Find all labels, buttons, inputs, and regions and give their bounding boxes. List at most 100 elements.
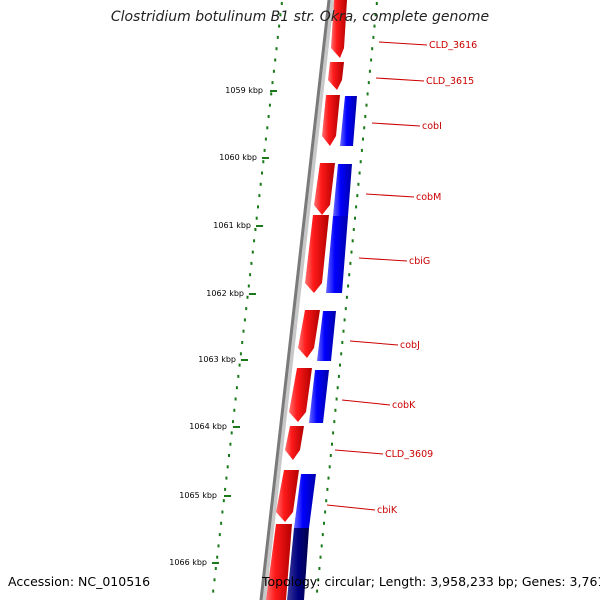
ring-dot (355, 205, 358, 209)
ruler-label-1060: 1060 kbp (219, 153, 257, 162)
ring-dot (222, 499, 225, 503)
ring-dot (274, 58, 277, 62)
ring-dot (340, 352, 343, 356)
ring-dot (247, 284, 250, 288)
gene-arrow-cobI[interactable] (322, 95, 340, 146)
ring-dot (326, 487, 329, 491)
leader-line (358, 257, 408, 262)
ring-dot (235, 386, 238, 390)
gene-label-cbiG[interactable]: cbiG (409, 256, 430, 267)
ring-dot (225, 476, 228, 480)
gene-arrow-CLD_3615[interactable] (328, 62, 344, 90)
gene-label-CLD_3609[interactable]: CLD_3609 (385, 449, 433, 460)
ring-dot (350, 250, 353, 254)
ring-dot (255, 216, 258, 220)
ring-dot (239, 352, 242, 356)
ruler-label-1065: 1065 kbp (179, 491, 217, 500)
gene-label-cbiK[interactable]: cbiK (377, 505, 398, 516)
ring-dot (275, 47, 278, 51)
ring-dot (356, 194, 359, 198)
ring-dot (371, 47, 374, 51)
cog-box-cobM[interactable] (333, 164, 352, 216)
leader-line (349, 340, 399, 346)
ring-dot (319, 555, 322, 559)
ring-dot (241, 341, 244, 344)
gene-label-cobK[interactable]: cobK (392, 400, 416, 411)
ring-dot (360, 148, 363, 152)
gene-label-cobI[interactable]: cobI (422, 121, 442, 132)
gene-label-CLD_3616[interactable]: CLD_3616 (429, 40, 477, 51)
ring-dot (352, 228, 355, 231)
ring-dot (258, 194, 261, 198)
ring-dot (345, 295, 348, 299)
gene-arrow-cbiK[interactable] (276, 470, 299, 522)
ring-dot (347, 284, 350, 288)
gene-arrow-cobK[interactable] (289, 368, 312, 422)
ring-dot (331, 442, 333, 446)
gene-arrow-next[interactable] (266, 524, 292, 600)
cog-box-cobJ[interactable] (317, 311, 336, 361)
ring-dot (362, 137, 364, 141)
ring-dot (245, 307, 248, 311)
ring-dot (328, 465, 331, 469)
gene-arrow-CLD_3616[interactable] (331, 0, 347, 58)
ring-dot (329, 454, 332, 457)
ring-dot (276, 35, 279, 39)
cog-box-cobI[interactable] (340, 96, 357, 146)
gene-label-cobM[interactable]: cobM (416, 192, 441, 203)
ring-dot (344, 307, 347, 311)
ring-dot (324, 510, 327, 514)
ring-dot (336, 386, 339, 390)
ring-dot (374, 13, 377, 17)
gene-arrow-CLD_3609[interactable] (285, 426, 304, 460)
ring-dot (320, 544, 323, 548)
leader-line (365, 193, 415, 198)
ruler-label-1059: 1059 kbp (225, 86, 263, 95)
backbone-shadow (260, 0, 334, 600)
gene-labels: CLD_3616 CLD_3615 cobI cobM cbiG cobJ co… (377, 40, 477, 516)
ring-dot (249, 273, 252, 277)
ring-dot (375, 2, 378, 5)
ring-dot (373, 24, 376, 28)
ring-dot (337, 374, 340, 378)
ring-dot (264, 137, 267, 141)
ring-dot (233, 408, 236, 412)
ring-dot (357, 182, 360, 186)
cog-box-next[interactable] (287, 528, 309, 600)
gene-label-cobJ[interactable]: cobJ (400, 340, 420, 351)
ring-dot (359, 160, 362, 164)
gene-arrow-cobM[interactable] (314, 163, 335, 215)
ring-dot (251, 250, 254, 254)
gene-arrow-cobJ[interactable] (298, 310, 320, 358)
ring-dot (232, 420, 234, 424)
leader-line (341, 399, 391, 406)
cog-box-cbiG[interactable] (326, 216, 348, 293)
ring-dot (220, 521, 223, 525)
ring-dot (333, 420, 336, 424)
ring-dot (224, 487, 227, 491)
cog-box-cobK[interactable] (309, 370, 329, 423)
ring-dot (358, 171, 361, 175)
gene-arrow-cbiG[interactable] (305, 215, 329, 293)
gene-label-CLD_3615[interactable]: CLD_3615 (426, 76, 474, 87)
ring-dot (325, 499, 328, 503)
ring-dot (363, 126, 366, 130)
cog-box-cbiK[interactable] (294, 474, 316, 528)
ring-dot (372, 35, 375, 39)
ring-dot (218, 533, 221, 537)
ring-dot (212, 589, 215, 593)
ring-dot (280, 2, 283, 5)
ring-dot (272, 69, 275, 73)
ring-dot (217, 544, 220, 548)
ruler-label-1066: 1066 kbp (169, 558, 207, 567)
leader-line (371, 122, 421, 127)
ring-dot (349, 261, 352, 265)
ring-dot (343, 318, 346, 322)
kbp-ruler: 1059 kbp 1060 kbp 1061 kbp 1062 kbp 1063… (169, 86, 277, 567)
ruler-label-1064: 1064 kbp (189, 422, 227, 431)
ring-dot (348, 273, 351, 277)
ring-dot (323, 521, 325, 525)
ring-dot (342, 329, 345, 333)
ring-dot (263, 148, 266, 152)
